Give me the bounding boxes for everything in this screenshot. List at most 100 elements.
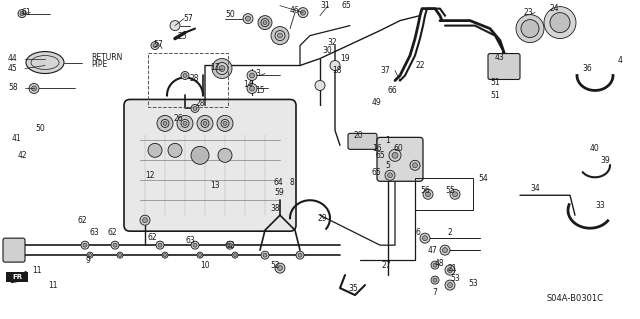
Text: 15: 15 [255, 86, 264, 95]
Text: 22: 22 [415, 61, 424, 70]
Text: 7: 7 [432, 287, 437, 297]
Text: 26: 26 [173, 114, 182, 123]
Circle shape [191, 241, 199, 249]
Circle shape [263, 253, 267, 257]
Text: 55: 55 [445, 186, 455, 195]
Circle shape [234, 254, 237, 256]
Text: 40: 40 [590, 144, 600, 153]
Text: 8: 8 [290, 178, 295, 187]
FancyBboxPatch shape [124, 100, 296, 231]
Text: PIPE: PIPE [91, 60, 108, 69]
Text: 37: 37 [380, 66, 390, 75]
Circle shape [203, 122, 207, 125]
Ellipse shape [26, 52, 64, 73]
Text: 64: 64 [274, 178, 284, 187]
Circle shape [20, 11, 24, 16]
Circle shape [148, 143, 162, 157]
Text: 56: 56 [420, 186, 429, 195]
Text: 5: 5 [385, 161, 390, 170]
Circle shape [83, 243, 87, 247]
Circle shape [162, 252, 168, 258]
Circle shape [216, 63, 228, 75]
Circle shape [261, 251, 269, 259]
Text: 17: 17 [210, 63, 220, 72]
Text: 51: 51 [490, 78, 500, 87]
Text: 39: 39 [600, 156, 610, 165]
Circle shape [544, 7, 576, 39]
Circle shape [387, 173, 392, 178]
Text: 45: 45 [8, 64, 18, 73]
Text: 38: 38 [270, 204, 280, 213]
Circle shape [219, 65, 225, 71]
Circle shape [183, 122, 187, 125]
FancyBboxPatch shape [348, 133, 377, 149]
Circle shape [243, 14, 253, 24]
Circle shape [275, 263, 285, 273]
Circle shape [212, 58, 232, 78]
Circle shape [301, 10, 305, 15]
Text: 62: 62 [148, 233, 157, 242]
Circle shape [298, 8, 308, 18]
Text: 62: 62 [225, 241, 235, 250]
Text: FR: FR [12, 274, 22, 280]
Text: 3: 3 [255, 69, 260, 78]
Circle shape [191, 146, 209, 164]
Text: 41: 41 [12, 134, 22, 143]
Circle shape [118, 254, 122, 256]
Circle shape [296, 251, 304, 259]
Text: 48: 48 [435, 259, 445, 268]
Circle shape [228, 243, 232, 247]
Circle shape [246, 16, 250, 21]
Circle shape [445, 265, 455, 275]
Circle shape [113, 243, 117, 247]
Text: 59: 59 [274, 188, 284, 197]
Circle shape [431, 261, 439, 269]
Text: 27: 27 [382, 261, 392, 270]
Circle shape [87, 252, 93, 258]
Circle shape [191, 104, 199, 112]
Circle shape [223, 122, 227, 125]
Bar [148, 53, 228, 108]
Text: 63: 63 [90, 228, 100, 237]
Circle shape [298, 253, 302, 257]
Circle shape [193, 107, 197, 110]
Circle shape [250, 73, 255, 78]
Circle shape [442, 248, 447, 253]
Circle shape [153, 44, 157, 48]
Circle shape [161, 119, 169, 127]
Text: 12: 12 [145, 171, 154, 180]
Text: 65: 65 [375, 151, 385, 160]
Text: 43: 43 [495, 53, 505, 62]
Circle shape [198, 254, 202, 256]
Text: 20: 20 [353, 131, 363, 140]
Circle shape [181, 119, 189, 127]
Text: 58: 58 [8, 83, 18, 92]
Text: 21: 21 [448, 263, 458, 273]
Circle shape [197, 252, 203, 258]
Text: 34: 34 [530, 184, 540, 193]
Text: 42: 42 [18, 151, 28, 160]
Circle shape [193, 243, 197, 247]
Circle shape [433, 278, 437, 282]
Circle shape [447, 268, 452, 273]
Circle shape [250, 86, 255, 91]
Text: 30: 30 [322, 46, 332, 55]
Circle shape [163, 254, 166, 256]
Circle shape [278, 33, 282, 38]
Circle shape [263, 21, 267, 25]
Text: 49: 49 [372, 98, 381, 107]
Circle shape [226, 241, 234, 249]
Text: RETURN: RETURN [91, 53, 122, 62]
Text: 23: 23 [523, 8, 532, 17]
Circle shape [450, 189, 460, 199]
Text: 61: 61 [22, 8, 31, 17]
Circle shape [151, 41, 159, 49]
Circle shape [423, 189, 433, 199]
Text: 16: 16 [372, 144, 381, 153]
Text: 57: 57 [183, 14, 193, 23]
Circle shape [181, 71, 189, 79]
Circle shape [183, 73, 187, 78]
Circle shape [232, 252, 238, 258]
Text: 9: 9 [85, 256, 90, 265]
Text: 19: 19 [340, 54, 349, 63]
